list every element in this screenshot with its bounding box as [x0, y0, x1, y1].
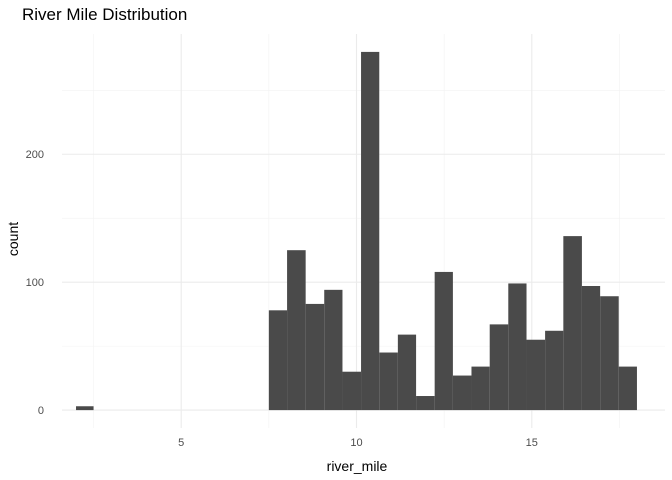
y-tick-label: 200 [26, 149, 44, 161]
y-tick-label: 0 [38, 405, 44, 417]
x-axis-title: river_mile [327, 458, 388, 474]
histogram-bar [581, 286, 601, 411]
chart-title: River Mile Distribution [22, 5, 187, 24]
histogram-bar [305, 303, 325, 411]
histogram-bar [434, 271, 453, 411]
histogram-bar [545, 330, 564, 411]
y-axis-ticks: 0 100 200 [26, 149, 44, 417]
histogram-bar [508, 283, 527, 411]
histogram-bar [600, 296, 619, 411]
histogram-bar [618, 366, 637, 411]
histogram-bar [361, 51, 380, 411]
histogram-bar [489, 324, 509, 411]
histogram-bar [397, 334, 417, 411]
histogram-bar [526, 339, 546, 411]
histogram-bar [416, 396, 435, 411]
y-axis-title: count [5, 222, 21, 256]
y-tick-label: 100 [26, 277, 44, 289]
histogram-bar [471, 366, 490, 411]
histogram-bar [324, 289, 343, 411]
histogram-bars [76, 51, 637, 411]
x-tick-label: 10 [350, 437, 362, 449]
x-tick-label: 15 [526, 437, 538, 449]
histogram-bar [342, 371, 362, 411]
x-tick-label: 5 [178, 437, 184, 449]
histogram-bar [287, 250, 306, 411]
histogram-bar [452, 375, 472, 411]
histogram-bar [268, 310, 288, 411]
histogram-bar [563, 236, 582, 411]
histogram-bar [76, 406, 94, 411]
x-axis-ticks: 5 10 15 [178, 437, 538, 449]
histogram-bar [379, 352, 398, 411]
